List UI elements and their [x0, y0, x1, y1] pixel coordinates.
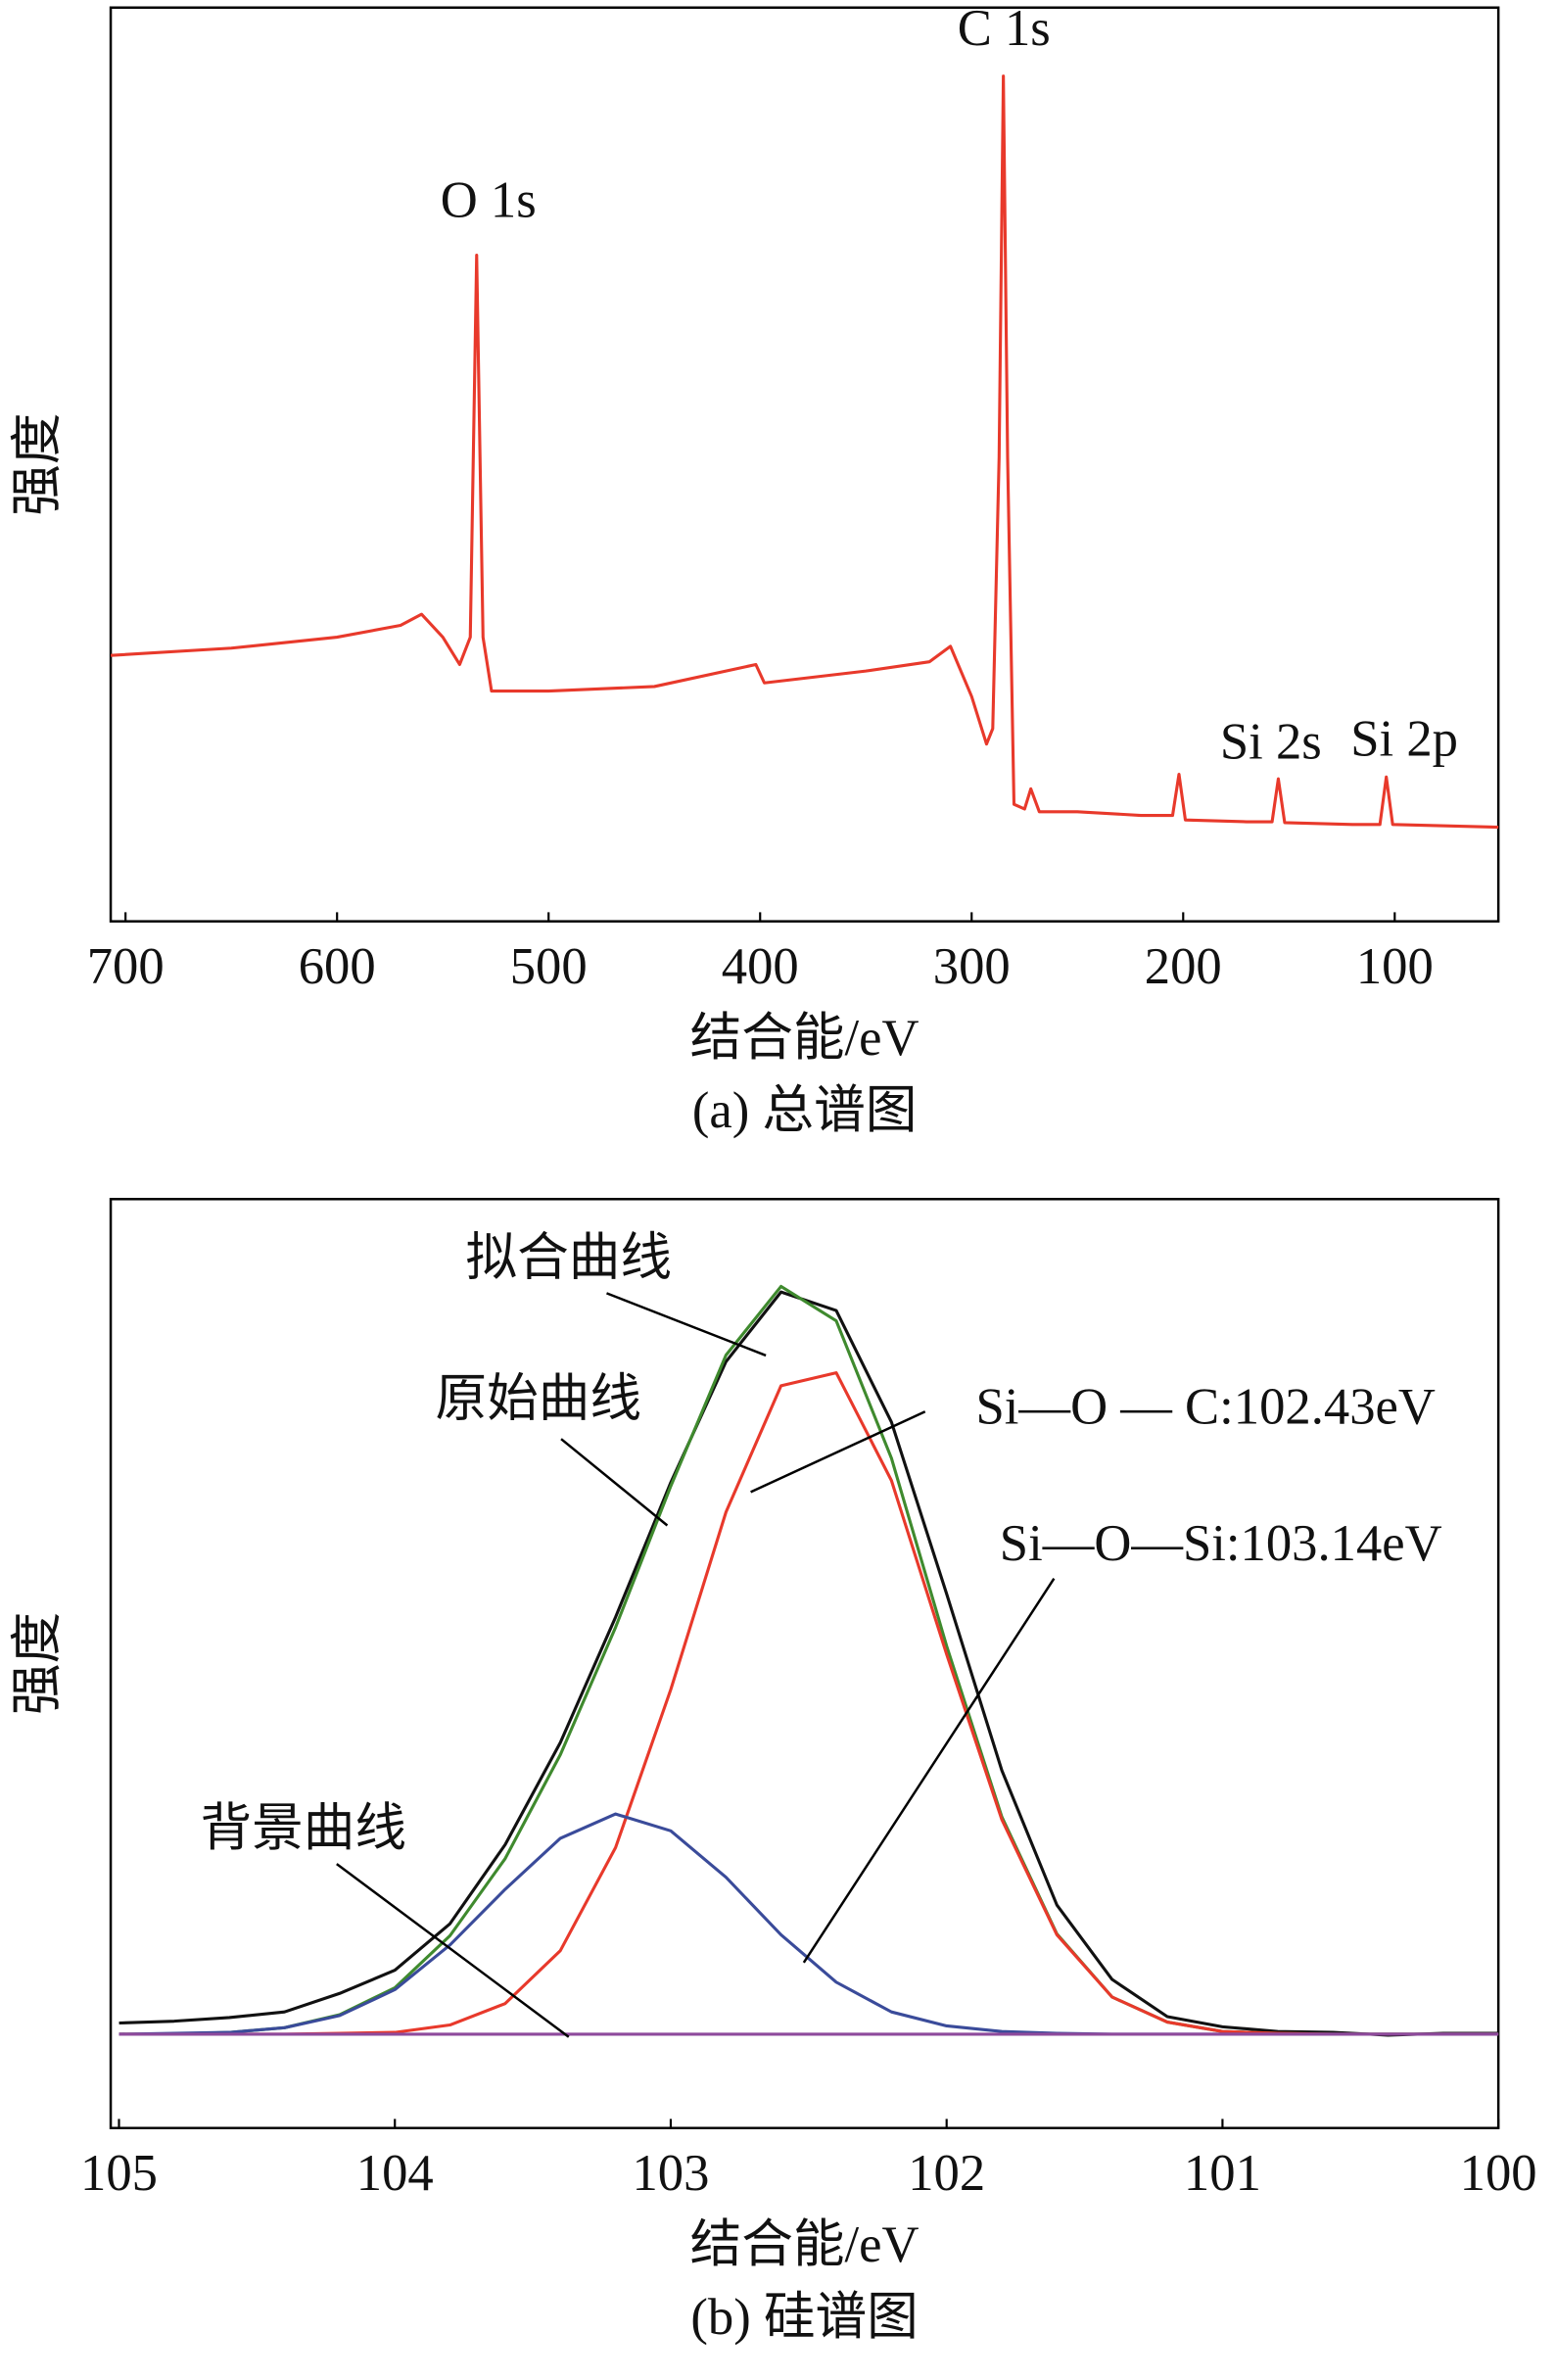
x-axis-label: 结合能/eV [690, 1010, 919, 1067]
series-label: 拟合曲线 [465, 1229, 672, 1286]
leader-line [336, 1863, 570, 2038]
peak-label: C 1s [958, 0, 1051, 57]
x-tick-label: 100 [1460, 2145, 1537, 2202]
x-tick-label: 105 [80, 2145, 158, 2202]
leader-line [750, 1410, 926, 1494]
x-tick-label: 500 [510, 938, 588, 995]
x-tick-label: 101 [1184, 2145, 1261, 2202]
leader-line [802, 1578, 1056, 1964]
y-axis-label: 强度 [9, 413, 66, 516]
x-tick-label: 104 [356, 2145, 434, 2202]
x-tick-label: 600 [299, 938, 376, 995]
data-line [118, 1371, 1499, 2036]
x-tick-label: 300 [933, 938, 1011, 995]
x-tick-label: 103 [632, 2145, 709, 2202]
x-axis-label: 结合能/eV [690, 2216, 919, 2273]
series-label: 背景曲线 [200, 1800, 406, 1857]
series-label: Si—O—Si:103.14eV [1000, 1515, 1442, 1572]
data-line [118, 1290, 1499, 2037]
y-axis-label: 强度 [9, 1612, 66, 1715]
x-tick-label: 200 [1145, 938, 1222, 995]
x-tick-label: 102 [908, 2145, 985, 2202]
peak-label: O 1s [441, 171, 537, 228]
series-label: Si—O — C:102.43eV [976, 1378, 1436, 1435]
caption: (a) 总谱图 [692, 1082, 918, 1139]
leader-line [560, 1438, 669, 1527]
leader-line [606, 1292, 767, 1357]
caption: (b) 硅谱图 [690, 2289, 918, 2346]
peak-label: Si 2s [1220, 714, 1322, 771]
plot-frame [109, 1198, 1500, 2129]
data-line [110, 74, 1499, 830]
series-label: 原始曲线 [436, 1371, 642, 1428]
plot-frame [109, 6, 1500, 923]
x-tick-label: 700 [87, 938, 165, 995]
peak-label: Si 2p [1350, 710, 1458, 767]
x-tick-label: 400 [722, 938, 799, 995]
x-tick-label: 100 [1356, 938, 1434, 995]
